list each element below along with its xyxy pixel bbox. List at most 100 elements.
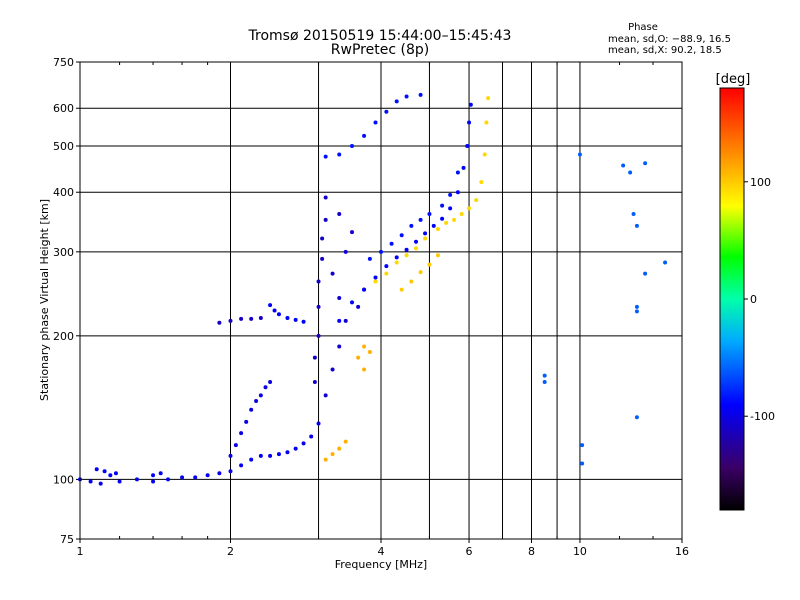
data-point	[367, 256, 372, 261]
x-axis-label: Frequency [MHz]	[335, 558, 427, 571]
data-point	[482, 152, 487, 157]
data-point	[98, 481, 103, 486]
data-point	[312, 355, 317, 360]
y-tick-label: 300	[53, 246, 74, 259]
data-point	[217, 471, 222, 476]
data-point	[330, 452, 335, 457]
data-point	[102, 469, 107, 474]
data-points	[78, 92, 668, 486]
data-point	[373, 275, 378, 280]
data-point	[343, 318, 348, 323]
data-point	[239, 463, 244, 468]
data-point	[330, 271, 335, 276]
data-point	[634, 223, 639, 228]
data-point	[423, 231, 428, 236]
data-point	[272, 308, 277, 313]
data-point	[440, 203, 445, 208]
data-point	[465, 143, 470, 148]
data-point	[320, 256, 325, 261]
data-point	[117, 479, 122, 484]
x-tick-label: 6	[466, 545, 473, 558]
data-point	[643, 271, 648, 276]
data-point	[350, 230, 355, 235]
trace	[217, 315, 263, 325]
data-point	[249, 316, 254, 321]
data-point	[323, 217, 328, 222]
x-tick-label: 1	[77, 545, 84, 558]
data-point	[435, 226, 440, 231]
data-point	[468, 102, 473, 107]
data-point	[268, 453, 273, 458]
trace	[312, 195, 328, 385]
data-point	[373, 120, 378, 125]
data-point	[448, 206, 453, 211]
data-point	[249, 407, 254, 412]
data-point	[108, 473, 113, 478]
data-point	[404, 253, 409, 258]
y-tick-label: 750	[53, 56, 74, 69]
data-point	[409, 279, 414, 284]
data-point	[228, 453, 233, 458]
grid	[80, 62, 682, 539]
data-point	[233, 443, 238, 448]
data-point	[337, 296, 342, 301]
axes: 1 2 4 6 8 10 16 75 100 200 300 400 500 600 750	[53, 56, 689, 558]
y-tick-label: 500	[53, 140, 74, 153]
data-point	[285, 450, 290, 455]
data-point	[394, 260, 399, 265]
colorbar-label: [deg]	[716, 72, 751, 87]
phase-stats-x: mean, sd,X: 90.2, 18.5	[608, 45, 722, 56]
data-point	[244, 419, 249, 424]
data-point	[228, 469, 233, 474]
chart-title-line2: RwPretec (8p)	[331, 42, 429, 58]
data-point	[418, 92, 423, 97]
data-point	[258, 393, 263, 398]
data-point	[467, 206, 472, 211]
y-axis-label: Stationary phase Virtual Height [km]	[38, 199, 51, 401]
data-point	[350, 300, 355, 305]
colorbar-ticks: -100 0 100	[744, 176, 775, 423]
data-point	[337, 344, 342, 349]
trace	[399, 253, 440, 292]
data-point	[409, 223, 414, 228]
data-point	[113, 471, 118, 476]
data-point	[309, 434, 314, 439]
data-point	[293, 317, 298, 322]
data-point	[423, 236, 428, 241]
phase-stats-o: mean, sd,O: −88.9, 16.5	[608, 34, 731, 45]
data-point	[323, 154, 328, 159]
data-point	[628, 170, 633, 175]
data-point	[444, 220, 449, 225]
data-point	[249, 457, 254, 462]
trace	[323, 92, 423, 159]
data-point	[180, 475, 185, 480]
trace	[228, 380, 273, 458]
data-point	[634, 309, 639, 314]
data-point	[285, 315, 290, 320]
data-point	[268, 380, 273, 385]
trace	[323, 212, 367, 398]
data-point	[577, 152, 582, 157]
trace	[78, 421, 321, 486]
data-point	[580, 443, 585, 448]
data-point	[337, 152, 342, 157]
data-point	[455, 190, 460, 195]
data-point	[268, 303, 273, 308]
colorbar-tick-label: -100	[750, 410, 775, 423]
data-point	[276, 312, 281, 317]
data-point	[151, 479, 156, 484]
data-point	[440, 216, 445, 221]
data-point	[239, 431, 244, 436]
data-point	[367, 349, 372, 354]
data-point	[228, 318, 233, 323]
data-point	[384, 271, 389, 276]
data-point	[316, 421, 321, 426]
data-point	[258, 453, 263, 458]
y-tick-label: 75	[60, 533, 74, 546]
data-point	[418, 270, 423, 275]
data-point	[301, 441, 306, 446]
data-point	[362, 287, 367, 292]
trace	[337, 102, 473, 323]
data-point	[254, 399, 259, 404]
